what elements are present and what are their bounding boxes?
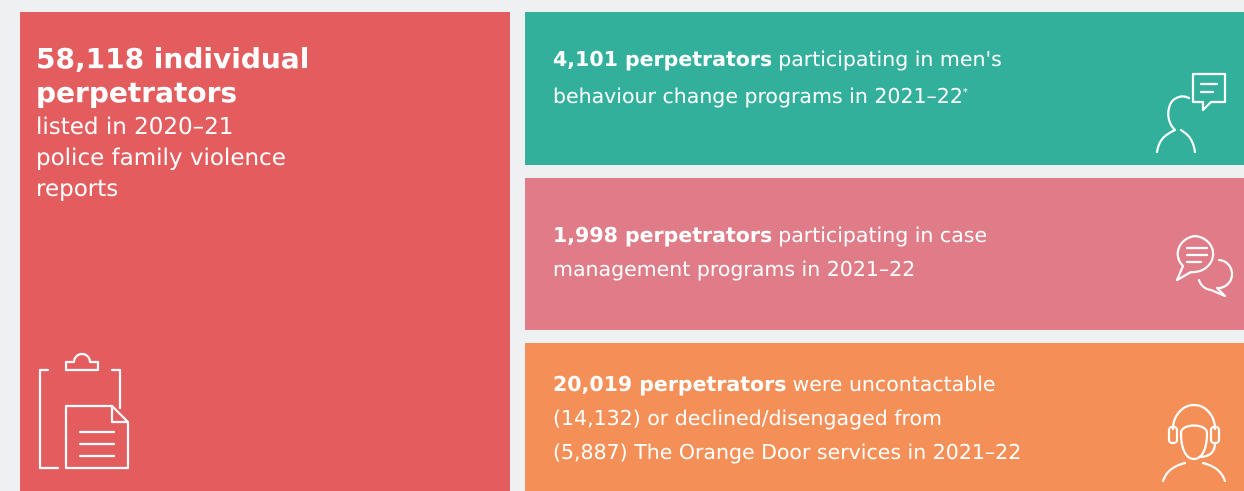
highlight: 4,101 perpetrators: [553, 47, 773, 71]
highlight: 20,019 perpetrators: [553, 372, 787, 396]
headline: 58,118 individual perpetrators: [36, 42, 309, 110]
chat-bubbles-icon: [1175, 234, 1234, 298]
text-line: police family violence: [36, 145, 286, 171]
card: 20,019 perpetrators were uncontactable (1…: [525, 343, 1244, 491]
headset-icon: [1161, 403, 1227, 483]
text-line: behaviour change programs in 2021–22: [553, 83, 963, 108]
text-line: participating in case: [778, 223, 988, 247]
text-line: (14,132) or declined/disengaged from: [553, 406, 942, 430]
text-line: (5,887) The Orange Door services in 2021…: [553, 440, 1022, 464]
text-line-wrap: behaviour change programs in 2021–22*: [553, 76, 1002, 113]
card-text: 1,998 perpetrators participating in case …: [553, 218, 987, 286]
headline-line: perpetrators: [36, 76, 238, 109]
people-chat-icon: [1155, 72, 1227, 154]
card-text: 4,101 perpetrators participating in men's…: [553, 42, 1002, 113]
summary-text: listed in 2020–21 police family violence…: [36, 112, 286, 205]
highlight: 1,998 perpetrators: [553, 223, 773, 247]
headline-line: 58,118 individual: [36, 42, 310, 75]
card: 1,998 perpetrators participating in case …: [525, 178, 1244, 330]
clipboard-icon: [38, 352, 130, 470]
text-line: management programs in 2021–22: [553, 257, 916, 281]
text-line: were uncontactable: [792, 372, 996, 396]
text-line: participating in men's: [778, 47, 1002, 71]
text-line: listed in 2020–21: [36, 114, 234, 140]
summary-panel: 58,118 individual perpetrators listed in…: [20, 12, 510, 491]
card: 4,101 perpetrators participating in men's…: [525, 12, 1244, 165]
text-line: reports: [36, 176, 119, 202]
card-text: 20,019 perpetrators were uncontactable (1…: [553, 367, 1021, 469]
note: *: [962, 87, 968, 98]
